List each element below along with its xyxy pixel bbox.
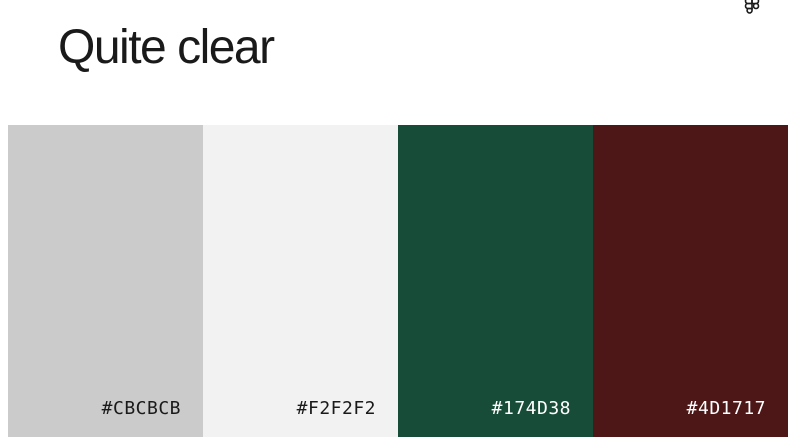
swatch-3[interactable]: #174D38 xyxy=(398,125,593,437)
swatch-hex-label: #F2F2F2 xyxy=(296,398,376,419)
swatch-4[interactable]: #4D1717 xyxy=(593,125,788,437)
swatch-2[interactable]: #F2F2F2 xyxy=(203,125,398,437)
swatch-hex-label: #CBCBCB xyxy=(101,398,181,419)
swatch-1[interactable]: #CBCBCB xyxy=(8,125,203,437)
swatch-hex-label: #174D38 xyxy=(491,398,571,419)
swatch-row: #CBCBCB #F2F2F2 #174D38 #4D1717 xyxy=(8,125,788,437)
palette-title: Quite clear xyxy=(58,21,275,74)
swatch-hex-label: #4D1717 xyxy=(686,398,766,419)
figma-logo-icon[interactable] xyxy=(741,0,763,18)
palette-card: Quite clear #CBCBCB #F2F2F2 #174D38 #4D1… xyxy=(8,0,788,437)
palette-header: Quite clear xyxy=(8,0,788,125)
